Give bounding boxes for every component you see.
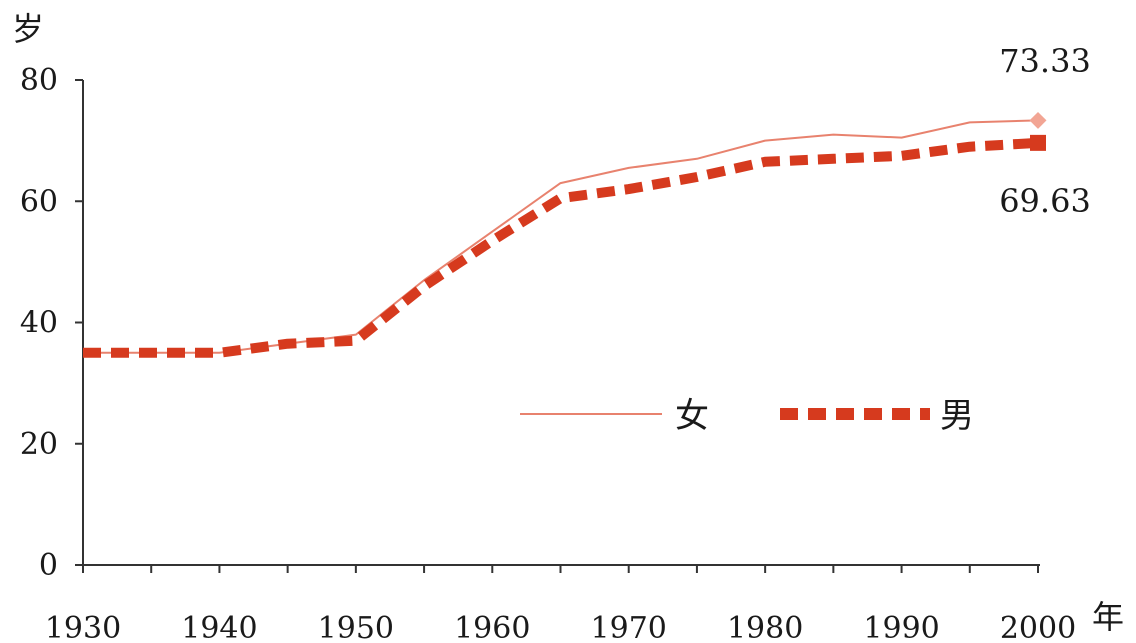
series-end-marker-male [1030, 135, 1046, 151]
series-end-marker-female [1030, 112, 1047, 129]
series-line-male [83, 143, 1038, 353]
x-tick-label: 1970 [591, 611, 667, 643]
series-line-female [83, 120, 1038, 352]
x-tick-label: 2000 [1000, 611, 1076, 643]
x-tick-label: 1950 [318, 611, 394, 643]
legend-label-female: 女 [675, 396, 709, 436]
x-axis-unit-label: 年 [1092, 598, 1124, 636]
y-tick-label: 20 [20, 427, 58, 462]
x-tick-label: 1940 [181, 611, 257, 643]
x-tick-label: 1990 [863, 611, 939, 643]
y-axis-unit-label: 岁 [12, 10, 44, 48]
y-tick-label: 40 [20, 306, 58, 341]
axes: 0 20 40 60 80 1930 1940 1950 1960 1970 1980 1990 200… [12, 10, 1124, 643]
x-tick-label: 1960 [454, 611, 530, 643]
y-tick-label: 60 [20, 184, 58, 219]
labels-layer: 73.33 69.63 [999, 42, 1091, 220]
legend-label-male: 男 [940, 396, 974, 436]
legend: 女男 [520, 396, 974, 436]
x-tick-label: 1980 [727, 611, 803, 643]
series-layer [83, 112, 1046, 353]
x-tick-label: 1930 [45, 611, 121, 643]
data-label-male-end: 69.63 [999, 182, 1091, 220]
data-label-female-end: 73.33 [999, 42, 1091, 80]
y-tick-label: 80 [20, 63, 58, 98]
y-tick-label: 0 [39, 548, 58, 583]
